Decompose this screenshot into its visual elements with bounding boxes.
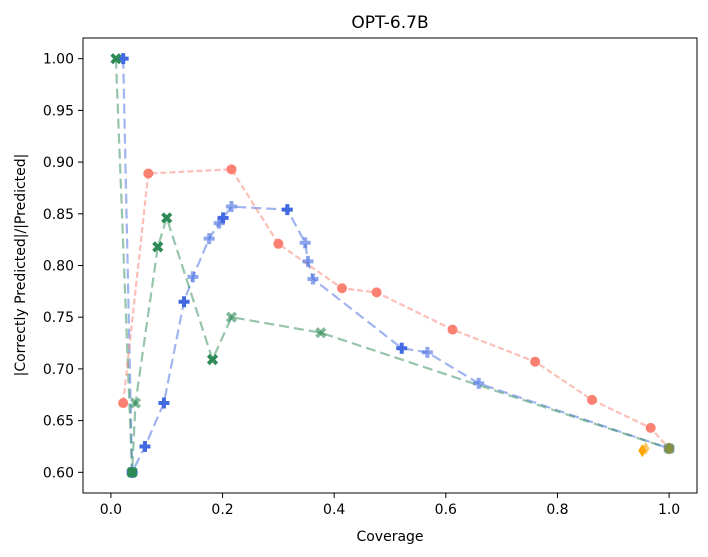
marker-blue-plus-8 [217, 212, 229, 224]
x-axis-title: Coverage [356, 529, 423, 545]
y-tick-label: 0.85 [43, 207, 74, 223]
marker-red-circle-5 [371, 287, 382, 298]
marker-blue-plus-10 [281, 204, 293, 216]
marker-blue-plus-5 [187, 271, 199, 283]
plot-frame [82, 37, 698, 494]
x-tick-label: 0.2 [211, 502, 233, 518]
marker-blue-plus-6 [203, 233, 215, 245]
marker-orange-diamond-1 [641, 442, 650, 456]
marker-green-x-6 [225, 311, 238, 323]
y-axis-title: |Correctly Predicted|/|Predicted| [13, 154, 29, 377]
marker-green-x-4 [161, 212, 173, 224]
chart-title: OPT-6.7B [351, 13, 428, 33]
marker-blue-plus-3 [158, 397, 170, 409]
y-tick-label: 0.70 [43, 362, 74, 378]
marker-red-circle-1 [143, 168, 154, 179]
marker-blue-plus-16 [473, 377, 485, 389]
x-tick-label: 0.0 [100, 502, 122, 518]
y-tick-label: 0.95 [43, 103, 74, 119]
x-tick-label: 0.6 [435, 502, 457, 518]
series-lines [114, 58, 670, 473]
marker-teal-hexagon-1 [664, 443, 674, 454]
marker-green-x-3 [152, 241, 164, 253]
axes: 0.0 0.2 0.4 0.6 0.8 1.0 0.60 0.65 0.70 0.75 0.80 0.… [43, 37, 698, 518]
marker-blue-plus-4 [178, 296, 190, 308]
marker-red-circle-3 [273, 238, 284, 249]
series-line-red-circle [122, 168, 670, 450]
marker-blue-plus-2 [139, 440, 151, 452]
marker-red-circle-0 [118, 398, 129, 409]
y-tick-label: 0.65 [43, 414, 74, 430]
marker-blue-plus-14 [396, 342, 408, 354]
marker-red-circle-4 [336, 283, 347, 294]
marker-green-x-2 [129, 397, 142, 409]
marker-red-circle-2 [226, 164, 237, 175]
marker-blue-plus-13 [307, 273, 319, 285]
marker-blue-plus-0 [117, 53, 129, 65]
series-line-blue-plus [122, 58, 670, 473]
marker-blue-plus-15 [421, 346, 433, 358]
marker-blue-plus-12 [302, 255, 314, 267]
marker-red-circle-8 [587, 394, 598, 405]
marker-blue-plus-11 [299, 237, 311, 249]
marker-red-circle-9 [645, 422, 656, 433]
y-tick-label: 0.80 [43, 259, 74, 275]
series-line-green-x [114, 58, 670, 473]
x-tick-label: 1.0 [658, 502, 680, 518]
marker-green-x-5 [206, 354, 219, 366]
marker-green-x-0 [110, 53, 122, 65]
marker-blue-plus-9 [225, 201, 237, 213]
y-tick-label: 0.75 [43, 310, 74, 326]
marker-teal-hexagon-0 [127, 466, 137, 478]
marker-green-x-7 [315, 327, 327, 339]
series-markers [110, 53, 675, 478]
y-tick-label: 0.90 [43, 155, 74, 171]
marker-blue-plus-7 [213, 217, 225, 229]
marker-red-circle-6 [447, 324, 458, 335]
marker-red-circle-7 [530, 356, 541, 367]
y-tick-label: 0.60 [43, 465, 74, 481]
x-tick-label: 0.4 [323, 502, 345, 518]
x-tick-label: 0.8 [546, 502, 568, 518]
y-tick-label: 1.00 [43, 52, 74, 68]
